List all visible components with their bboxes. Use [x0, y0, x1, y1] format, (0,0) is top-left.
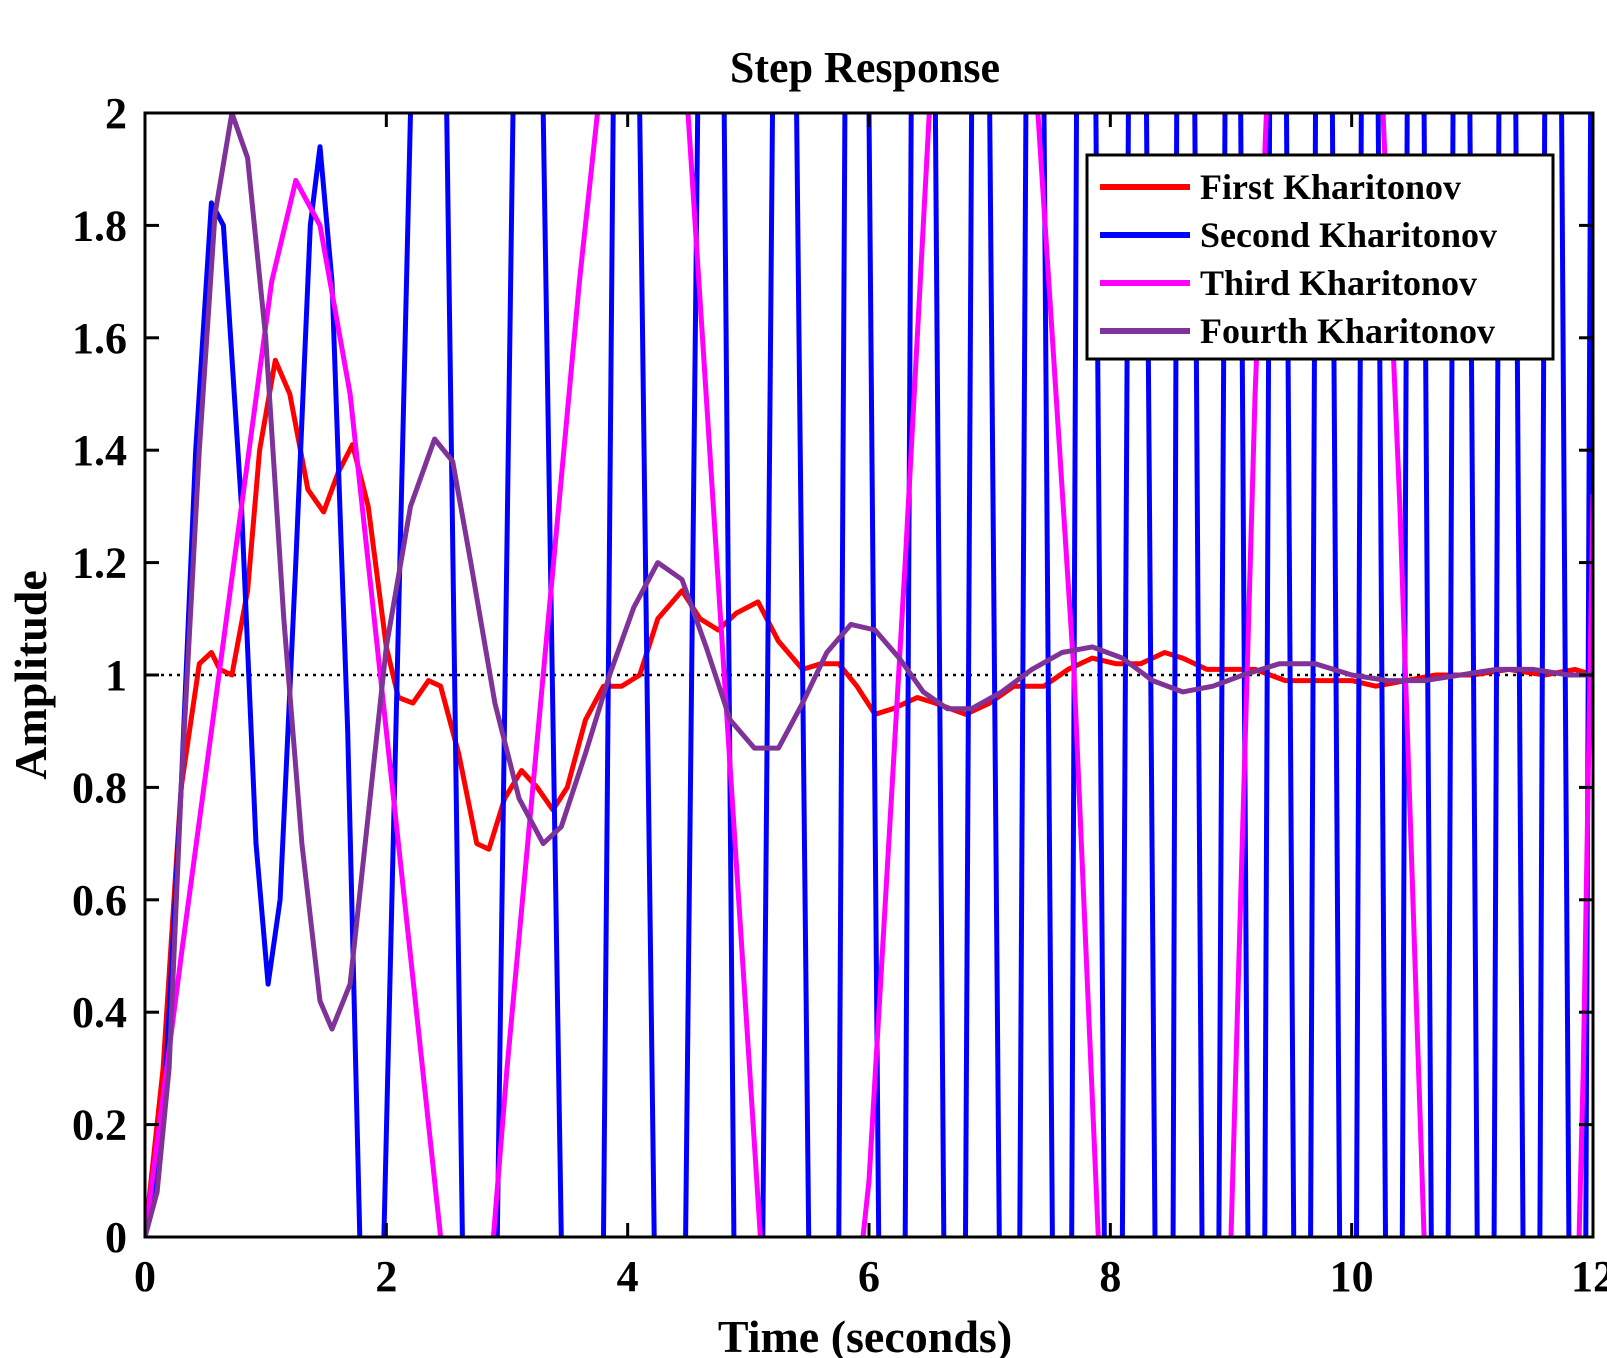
x-tick-labels: 0 2 4 6 8 10 12 [134, 1252, 1607, 1301]
series-line-1 [145, 357, 1593, 1237]
legend-label-3: Third Kharitonov [1200, 263, 1477, 303]
x-tick-label: 0 [134, 1252, 156, 1301]
x-tick-label: 10 [1330, 1252, 1374, 1301]
y-tick-label: 1.4 [72, 426, 127, 475]
x-tick-label: 8 [1099, 1252, 1121, 1301]
series-line-4 [145, 113, 1593, 1237]
y-tick-label: 0.8 [72, 763, 127, 812]
chart-title: Step Response [730, 43, 1000, 92]
y-tick-labels: 0 0.2 0.4 0.6 0.8 1 1.2 1.4 1.6 1.8 2 [72, 89, 127, 1262]
y-tick-label: 0.2 [72, 1101, 127, 1150]
ticks-group [143, 111, 1595, 1239]
y-tick-label: 1.2 [72, 539, 127, 588]
y-tick-label: 0 [105, 1213, 127, 1262]
y-tick-label: 0.4 [72, 988, 127, 1037]
legend-label-1: First Kharitonov [1200, 167, 1461, 207]
series-line-3 [145, 113, 1593, 1237]
y-axis-label: Amplitude [5, 570, 56, 780]
x-tick-label: 12 [1571, 1252, 1607, 1301]
x-tick-label: 4 [617, 1252, 639, 1301]
y-tick-label: 1 [105, 651, 127, 700]
y-tick-label: 1.6 [72, 314, 127, 363]
legend-label-2: Second Kharitonov [1200, 215, 1497, 255]
y-tick-label: 0.6 [72, 876, 127, 925]
x-tick-label: 2 [375, 1252, 397, 1301]
legend: First Kharitonov Second Kharitonov Third K… [1085, 153, 1555, 361]
x-tick-label: 6 [858, 1252, 880, 1301]
y-tick-label: 1.8 [72, 201, 127, 250]
y-tick-label: 2 [105, 89, 127, 138]
legend-label-4: Fourth Kharitonov [1200, 311, 1495, 351]
x-axis-label: Time (seconds) [718, 1311, 1012, 1358]
